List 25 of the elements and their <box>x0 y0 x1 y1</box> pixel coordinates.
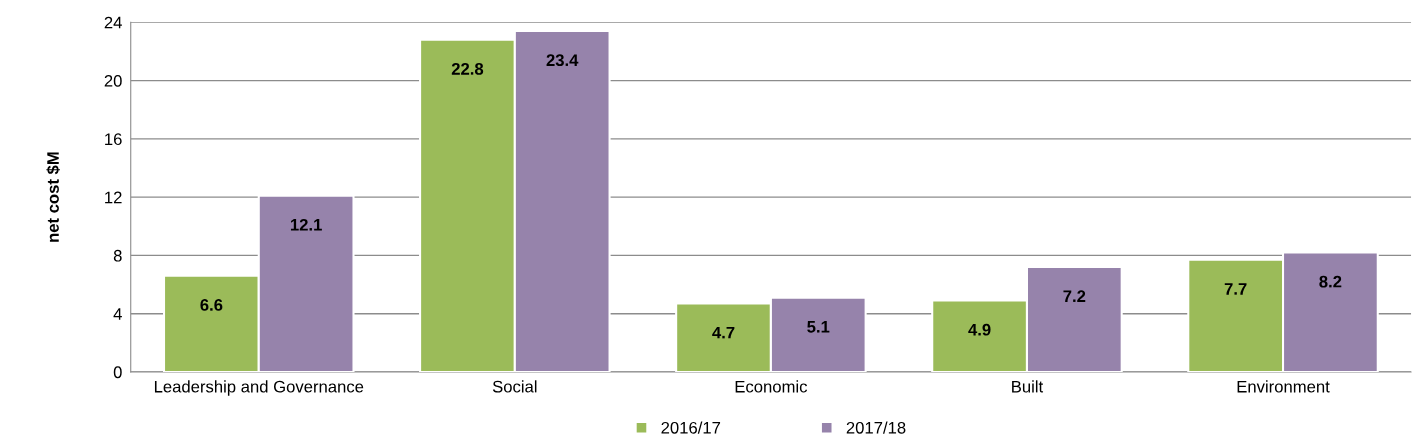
x-tick-label: Built <box>1012 380 1044 393</box>
legend-label: 2016/17 <box>661 421 721 434</box>
y-axis-title: net cost $M <box>46 152 60 242</box>
data-label: 8.2 <box>1319 275 1342 288</box>
data-label: 4.7 <box>712 326 735 339</box>
data-label: 7.7 <box>1224 283 1247 295</box>
data-label: 7.2 <box>1063 290 1086 302</box>
x-tick-label: Social <box>492 380 537 393</box>
y-tick-label: 24 <box>104 16 122 29</box>
data-label: 5.1 <box>807 321 830 333</box>
y-tick-label: 8 <box>113 249 122 262</box>
y-tick-label: 20 <box>104 74 122 87</box>
y-tick-label: 4 <box>113 308 122 320</box>
x-tick-label: Economic <box>735 380 808 393</box>
data-label: 12.1 <box>290 218 322 231</box>
y-tick-label: 0 <box>113 366 122 379</box>
data-label: 6.6 <box>200 299 223 311</box>
data-label: 22.8 <box>451 63 484 75</box>
y-tick-label: 12 <box>105 191 122 204</box>
x-tick-label: Environment <box>1237 380 1330 393</box>
data-label: 4.9 <box>968 323 991 336</box>
x-tick-label: Leadership and Governance <box>154 380 364 396</box>
data-label: 23.4 <box>546 54 579 67</box>
y-tick-label: 16 <box>105 133 122 146</box>
legend-label: 2017/18 <box>846 421 906 434</box>
